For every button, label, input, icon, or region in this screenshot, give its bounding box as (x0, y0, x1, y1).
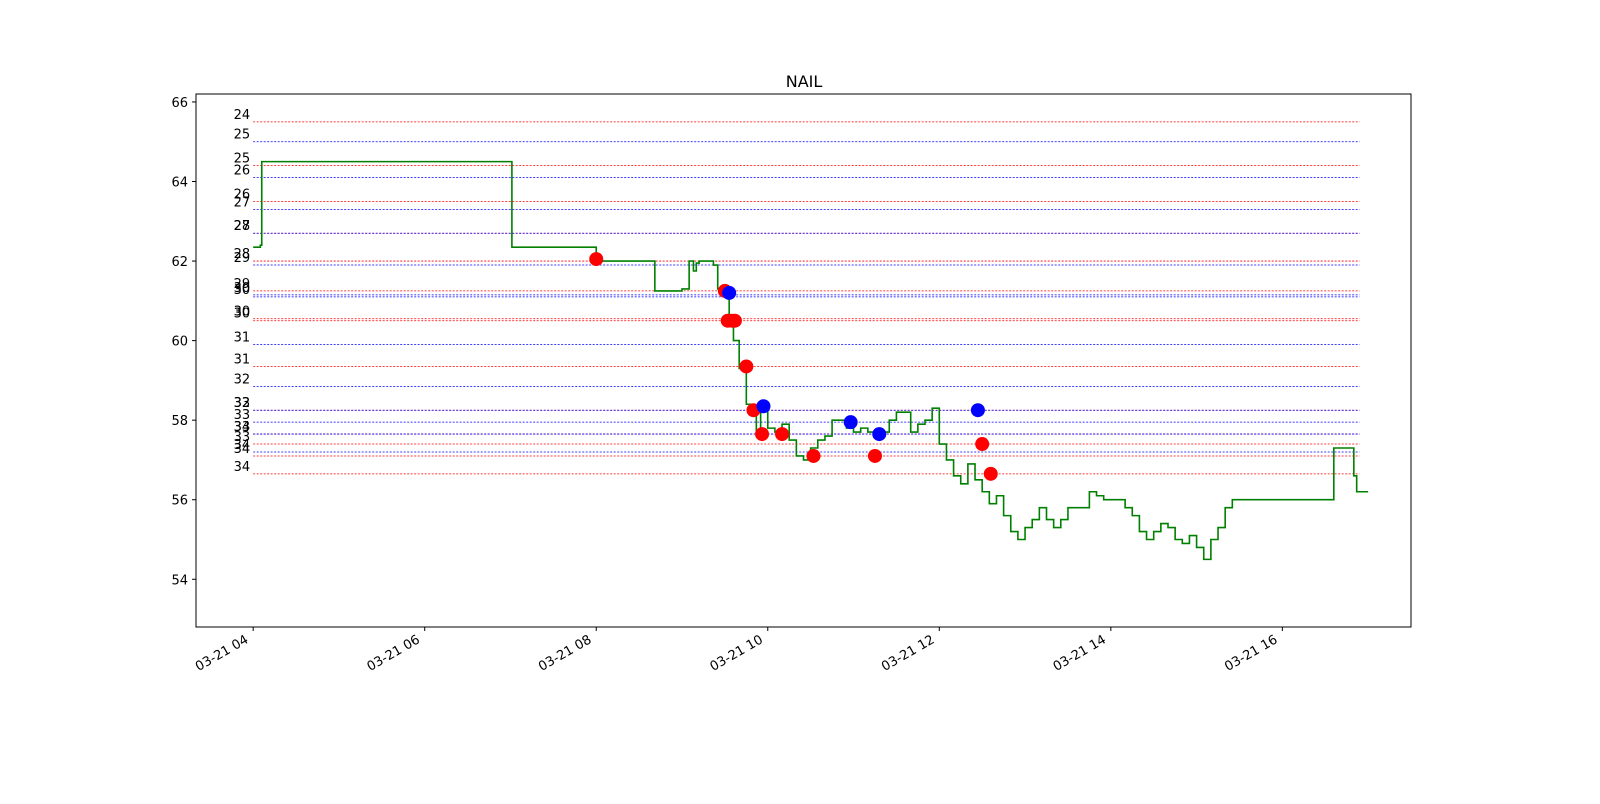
level-label: 28 (234, 247, 251, 262)
y-tick-label: 64 (171, 176, 188, 191)
level-label: 29 (234, 277, 251, 292)
level-label: 30 (234, 281, 251, 296)
plot-area (195, 93, 1412, 628)
buy-marker (872, 427, 887, 442)
x-tick-label: 03-21 08 (536, 632, 594, 674)
x-tick-label: 03-21 06 (365, 632, 423, 674)
level-lines-group: 2425252626272728282929303030303131323233… (234, 108, 1360, 475)
level-label: 29 (234, 251, 251, 266)
sell-marker (775, 427, 790, 442)
level-label: 25 (234, 128, 251, 143)
sell-marker (739, 359, 754, 374)
level-label: 34 (234, 460, 251, 475)
y-tick-label: 54 (171, 573, 188, 588)
buy-marker (843, 415, 858, 430)
level-label: 30 (234, 307, 251, 322)
level-label: 31 (234, 352, 251, 367)
sell-marker (975, 437, 990, 452)
level-label: 26 (234, 187, 251, 202)
level-label: 27 (234, 219, 251, 234)
y-tick-label: 60 (171, 335, 188, 350)
buy-marker (970, 403, 985, 418)
y-axis: 54 56 58 60 62 64 66 (171, 96, 196, 588)
x-tick-label: 03-21 16 (1222, 632, 1280, 674)
level-label: 27 (234, 195, 251, 210)
level-label: 24 (234, 108, 251, 123)
level-label: 30 (234, 305, 251, 320)
level-label: 32 (234, 372, 251, 387)
x-tick-label: 03-21 10 (708, 632, 766, 674)
level-label: 33 (234, 430, 251, 445)
sell-marker (755, 427, 770, 442)
level-label: 33 (234, 396, 251, 411)
price-line-group (253, 160, 1369, 561)
x-axis: 03-21 04 03-21 06 03-21 08 03-21 10 03-21 12… (193, 627, 1283, 675)
sell-marker (867, 448, 882, 463)
x-tick-label: 03-21 14 (1051, 632, 1109, 674)
level-label: 32 (234, 396, 251, 411)
x-tick-label: 03-21 12 (879, 632, 937, 674)
y-tick-label: 66 (171, 96, 188, 111)
level-label: 30 (234, 283, 251, 298)
level-label: 34 (234, 438, 251, 453)
x-tick-label: 03-21 04 (193, 632, 251, 674)
buy-marker (756, 399, 771, 414)
y-tick-label: 58 (171, 414, 188, 429)
y-tick-label: 62 (171, 255, 188, 270)
price-line (253, 160, 1369, 561)
y-tick-label: 56 (171, 494, 188, 509)
level-label: 34 (234, 442, 251, 457)
level-label: 31 (234, 331, 251, 346)
level-label: 25 (234, 152, 251, 167)
buy-marker (722, 285, 737, 300)
level-label: 33 (234, 420, 251, 435)
level-label: 26 (234, 164, 251, 179)
chart-title: NAIL (786, 72, 823, 91)
sell-marker (589, 252, 604, 267)
level-label: 34 (234, 420, 251, 435)
sell-marker (806, 448, 821, 463)
sell-marker (727, 313, 742, 328)
markers-group (589, 252, 998, 481)
level-label: 28 (234, 219, 251, 234)
sell-marker (983, 466, 998, 481)
level-label: 33 (234, 408, 251, 423)
